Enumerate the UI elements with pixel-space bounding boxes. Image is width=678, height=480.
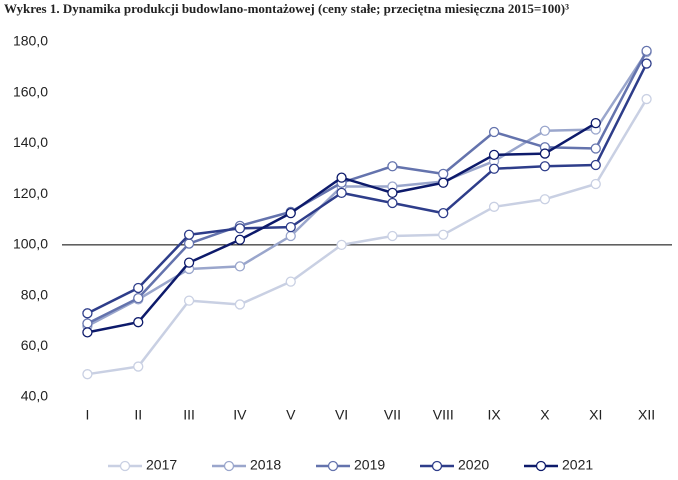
- point-marker: [234, 261, 246, 272]
- y-tick-label: 100,0: [13, 236, 48, 252]
- point-marker: [82, 369, 93, 380]
- legend-label: 2021: [562, 457, 593, 473]
- point-marker: [183, 238, 195, 249]
- x-tick-label: X: [540, 407, 550, 423]
- point-marker: [641, 58, 652, 69]
- point-marker: [438, 168, 449, 180]
- x-tick-label: II: [134, 407, 142, 423]
- point-marker: [285, 230, 296, 242]
- point-marker: [641, 93, 652, 105]
- legend-marker: [119, 460, 131, 472]
- series-line: [87, 98, 648, 376]
- series-line: [86, 62, 648, 315]
- point-marker: [438, 229, 449, 240]
- point-marker: [488, 126, 500, 138]
- point-marker: [183, 295, 195, 306]
- point-marker: [285, 276, 296, 287]
- series-line: [87, 122, 597, 334]
- y-tick-label: 80,0: [21, 286, 48, 302]
- x-tick-label: IX: [487, 407, 501, 423]
- point-marker: [336, 187, 347, 199]
- point-marker: [82, 318, 93, 329]
- x-tick-label: IV: [233, 407, 247, 423]
- point-marker: [590, 143, 601, 154]
- point-marker: [133, 317, 144, 328]
- y-tick-label: 60,0: [21, 337, 48, 353]
- point-marker: [488, 149, 500, 160]
- x-tick-label: VI: [335, 407, 348, 423]
- y-tick-label: 120,0: [13, 185, 48, 201]
- x-tick-label: V: [286, 407, 296, 423]
- x-tick-label: III: [183, 407, 195, 423]
- point-marker: [488, 163, 500, 174]
- point-marker: [387, 187, 398, 199]
- point-marker: [285, 221, 296, 233]
- point-marker: [641, 45, 652, 57]
- y-tick-label: 160,0: [13, 83, 48, 99]
- legend-label: 2018: [250, 457, 281, 473]
- x-tick-label: VIII: [433, 407, 454, 423]
- point-marker: [183, 229, 195, 240]
- point-marker: [336, 172, 347, 183]
- point-marker: [590, 117, 601, 129]
- point-marker: [234, 299, 246, 310]
- point-marker: [590, 178, 601, 190]
- legend-label: 2019: [354, 457, 385, 473]
- chart-title: Wykres 1. Dynamika produkcji budowlano-m…: [4, 1, 569, 16]
- point-marker: [539, 194, 551, 205]
- legend-label: 2020: [458, 457, 489, 473]
- point-marker: [488, 201, 500, 212]
- point-marker: [438, 208, 449, 219]
- point-marker: [539, 125, 551, 136]
- point-marker: [133, 282, 144, 294]
- y-tick-label: 180,0: [13, 33, 48, 49]
- point-marker: [590, 159, 601, 171]
- point-marker: [539, 161, 551, 172]
- point-marker: [285, 208, 296, 219]
- point-marker: [387, 230, 398, 242]
- point-marker: [438, 177, 449, 188]
- x-tick-label: I: [85, 407, 89, 423]
- point-marker: [133, 361, 144, 372]
- y-tick-label: 40,0: [21, 388, 48, 404]
- point-marker: [387, 197, 398, 209]
- point-marker: [183, 257, 195, 268]
- x-tick-label: XI: [589, 407, 602, 423]
- point-marker: [387, 161, 398, 172]
- point-marker: [133, 292, 144, 304]
- legend-marker: [535, 460, 547, 472]
- point-marker: [82, 308, 93, 319]
- point-marker: [539, 148, 551, 159]
- point-marker: [336, 239, 347, 251]
- legend-label: 2017: [146, 457, 177, 473]
- y-tick-label: 140,0: [13, 134, 48, 150]
- point-marker: [234, 223, 246, 234]
- x-tick-label: VII: [384, 407, 401, 423]
- point-marker: [234, 234, 246, 245]
- x-tick-label: XII: [638, 407, 655, 423]
- legend-marker: [223, 460, 235, 472]
- point-marker: [82, 327, 93, 338]
- legend-marker: [327, 460, 339, 472]
- legend-marker: [431, 460, 443, 472]
